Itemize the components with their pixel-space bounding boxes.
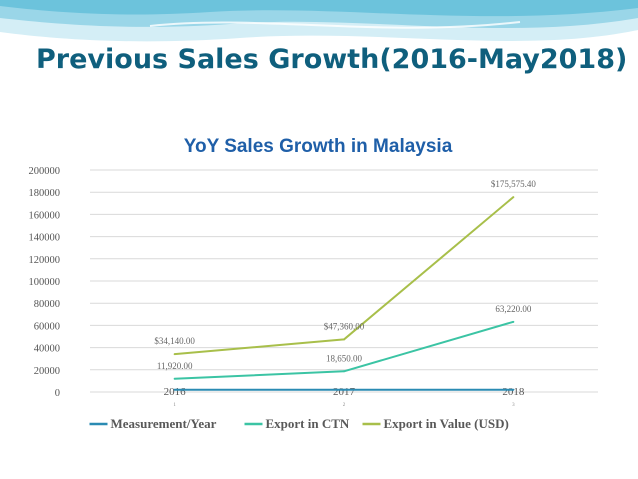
data-label: $47,360.00 (324, 321, 365, 331)
data-point (173, 377, 176, 380)
header-wave-decoration (0, 0, 638, 42)
chart-title: YoY Sales Growth in Malaysia (184, 136, 453, 157)
y-tick-label: 160000 (29, 210, 61, 221)
data-point (173, 388, 176, 391)
chart-gridlines (90, 169, 598, 393)
x-tick-label: 2018 (502, 386, 525, 398)
data-label: 11,920.00 (157, 361, 193, 371)
x-index-label: 3 (512, 403, 515, 408)
chart-axes: 0 20000 40000 60000 80000 100000 120000 140000 1… (29, 166, 525, 408)
data-point (512, 196, 515, 199)
y-tick-label: 40000 (34, 344, 60, 355)
chart-data-labels: 11,920.00 18,650.00 63,220.00 $34,140.00 $47… (154, 179, 536, 371)
legend-label: Export in Value (USD) (384, 416, 509, 431)
x-tick-label: 2017 (333, 386, 356, 398)
y-tick-label: 80000 (34, 299, 60, 310)
data-label: 18,650.00 (326, 353, 363, 363)
y-tick-label: 140000 (29, 233, 61, 244)
data-label: 63,220.00 (495, 304, 532, 314)
x-index-label: 1 (173, 403, 176, 408)
chart-series (173, 196, 515, 391)
y-tick-label: 0 (55, 388, 60, 399)
y-tick-label: 100000 (29, 277, 61, 288)
data-point (512, 388, 515, 391)
y-tick-label: 120000 (29, 255, 61, 266)
slide-title: Previous Sales Growth(2016-May2018) (36, 44, 628, 75)
data-point (343, 388, 345, 391)
y-tick-label: 180000 (29, 188, 61, 199)
y-tick-label: 60000 (34, 321, 60, 332)
x-tick-label: 2016 (164, 386, 187, 398)
data-point (343, 370, 345, 373)
data-point (512, 320, 515, 323)
legend-label: Export in CTN (266, 416, 350, 431)
y-tick-label: 20000 (34, 366, 60, 377)
data-label: $34,140.00 (154, 336, 195, 346)
x-index-label: 2 (343, 403, 346, 408)
data-label: $175,575.40 (491, 179, 537, 189)
legend-label: Measurement/Year (111, 416, 217, 431)
data-point (343, 338, 345, 341)
data-point (173, 353, 176, 356)
y-tick-label: 200000 (29, 166, 61, 177)
chart-legend: Measurement/Year Export in CTN Export in V… (89, 416, 509, 431)
